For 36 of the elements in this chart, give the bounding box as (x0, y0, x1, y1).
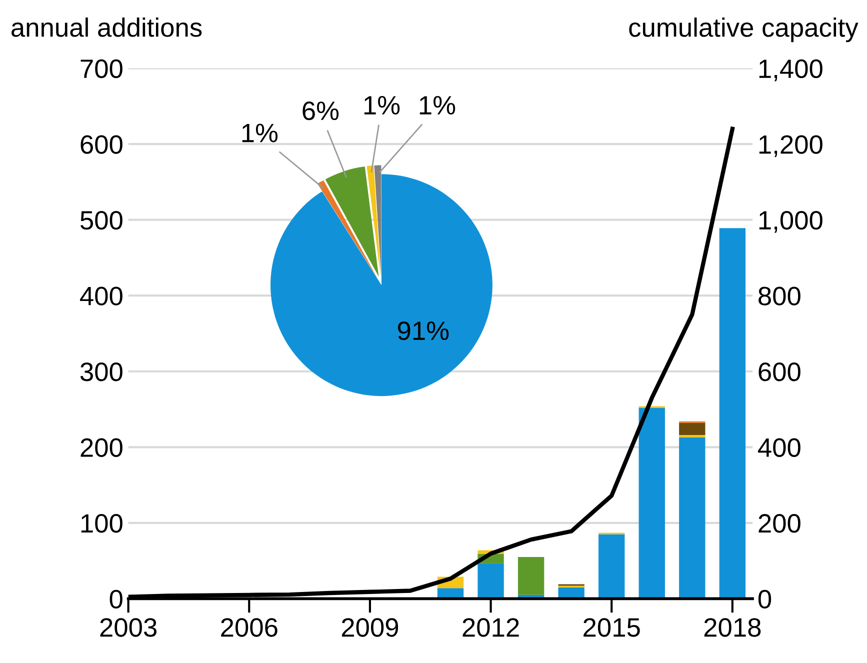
x-tick-label: 2012 (462, 618, 519, 637)
bar (719, 228, 746, 599)
y2-tick-label: 200 (758, 514, 800, 533)
y-axis-title: annual additions (12, 18, 202, 37)
data-label: 1% (364, 96, 400, 115)
y-tick-label: 0 (110, 590, 122, 609)
y2-axis-title: cumulative capacity (629, 18, 858, 42)
bar (518, 557, 544, 595)
bar (478, 563, 504, 599)
y-tick-label: 200 (80, 438, 122, 457)
y-tick-label: 300 (80, 362, 122, 382)
bar (679, 422, 706, 436)
x-tick-label: 2018 (704, 618, 761, 637)
y-tick-label: 100 (81, 514, 122, 533)
data-label: 6% (302, 101, 339, 120)
data-label: 91% (398, 321, 449, 340)
bar (679, 437, 706, 599)
x-tick-label: 2003 (100, 618, 157, 637)
x-tick-label: 2009 (342, 618, 398, 637)
y2-tick-label: 600 (758, 362, 800, 382)
y2-tick-label: 1,000 (759, 210, 822, 233)
x-tick-label: 2006 (221, 618, 278, 637)
y-tick-label: 400 (80, 286, 122, 306)
bar (598, 534, 625, 599)
y2-tick-label: 800 (758, 286, 800, 306)
data-label: 1% (242, 124, 278, 142)
y2-tick-label: 1,200 (759, 135, 822, 157)
y2-tick-label: 1,400 (759, 59, 822, 82)
y-tick-label: 700 (80, 59, 122, 78)
data-label: 1% (420, 96, 456, 115)
y-tick-label: 600 (80, 135, 122, 154)
x-tick-label: 2015 (584, 618, 640, 637)
y-tick-label: 500 (80, 210, 122, 230)
y2-tick-label: 0 (758, 590, 772, 609)
y2-tick-label: 400 (758, 438, 800, 457)
bar (638, 408, 665, 599)
